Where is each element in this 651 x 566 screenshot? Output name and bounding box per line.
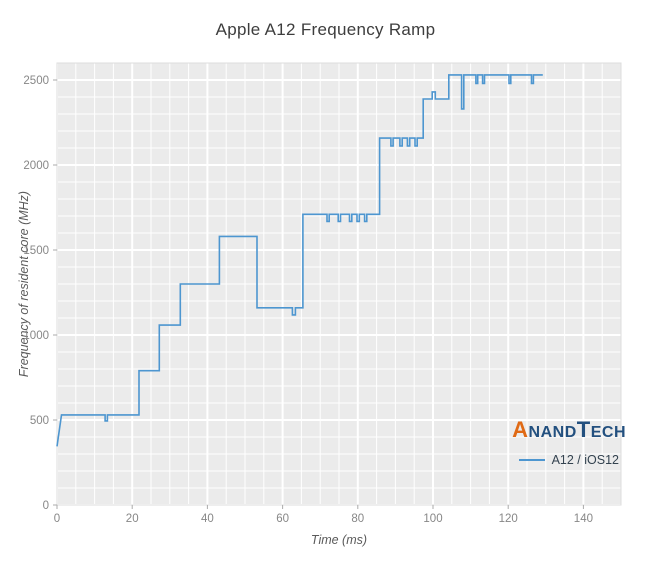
series-line (56, 74, 543, 447)
legend-label: A12 / iOS12 (551, 453, 619, 467)
y-tick-label: 0 (43, 500, 49, 512)
x-axis-label: Time (ms) (310, 533, 368, 547)
x-tick-label: 140 (574, 513, 593, 525)
y-tick-label: 1000 (23, 330, 49, 342)
plot-border (56, 62, 622, 506)
x-tick-label: 20 (126, 513, 139, 525)
y-tick-label: 2000 (23, 160, 49, 172)
y-tick-label: 500 (30, 415, 49, 427)
x-tick-label: 60 (276, 513, 289, 525)
legend-line-sample (518, 459, 545, 461)
anandtech-logo: ANANDTECH (512, 417, 626, 446)
y-tick-label: 2500 (23, 75, 49, 87)
chart-title: Apple A12 Frequency Ramp (215, 20, 436, 39)
x-tick-label: 40 (201, 513, 214, 525)
logo-text-nand: NAND (528, 424, 577, 441)
x-tick-label: 0 (54, 513, 60, 525)
logo-letter-a: A (512, 417, 529, 442)
legend: A12 / iOS12 (518, 453, 619, 467)
logo-text-ech: ECH (590, 424, 626, 441)
x-tick-label: 120 (499, 513, 518, 525)
x-tick-label: 100 (423, 513, 442, 525)
y-tick-label: 1500 (23, 245, 49, 257)
logo-letter-t: T (576, 417, 591, 442)
x-tick-label: 80 (351, 513, 364, 525)
